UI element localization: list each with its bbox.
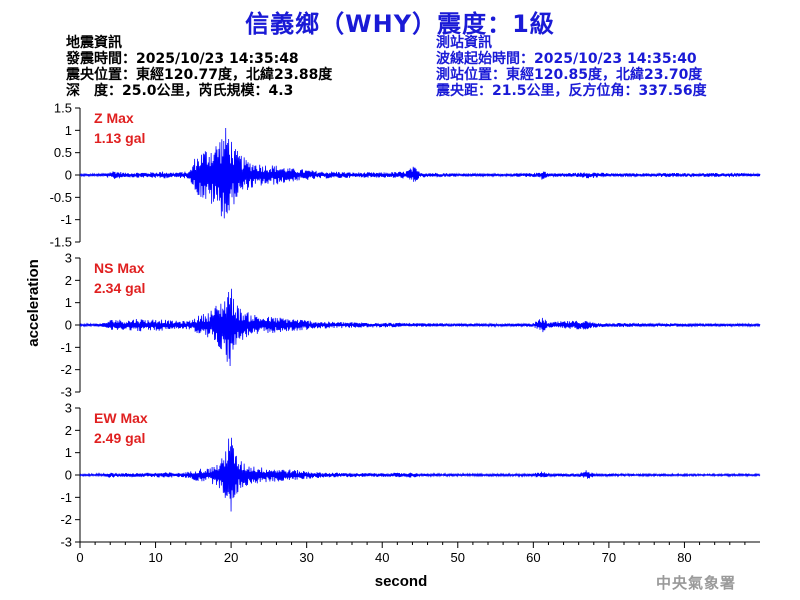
x-tick-label: 0 xyxy=(76,550,83,565)
y-tick-label: 0.5 xyxy=(54,145,72,160)
panel-1: 3 2 1 0 -1 -2 -3 NS Max 2.34 gal xyxy=(60,251,761,400)
y-tick-label: 2 xyxy=(65,273,72,288)
y-tick-label: 1.5 xyxy=(54,101,72,116)
panels-layer: 1.5 1 0.5 0 -0.5 -1 -1.5 Z Max 1.13 gal 3 2 1 0 -1 -2 -… xyxy=(50,101,761,550)
quake-origin-time: 發震時間：2025/10/23 14:35:48 xyxy=(66,51,299,67)
y-tick-label: -1 xyxy=(60,340,72,355)
y-tick-label: -3 xyxy=(60,385,72,400)
quake-epicenter: 震央位置：東經120.77度，北緯23.88度 xyxy=(66,67,333,83)
y-tick-label: 0 xyxy=(65,318,72,333)
panel-0: 1.5 1 0.5 0 -0.5 -1 -1.5 Z Max 1.13 gal xyxy=(50,101,761,250)
y-tick-label: 1 xyxy=(65,123,72,138)
y-tick-label: 3 xyxy=(65,401,72,416)
quake-info: 地震資訊 發震時間：2025/10/23 14:35:48 震央位置：東經120… xyxy=(66,35,332,99)
x-tick-label: 60 xyxy=(526,550,540,565)
quake-depth-magnitude: 深 度：25.0公里，芮氏規模：4.3 xyxy=(66,83,294,99)
y-tick-label: -3 xyxy=(60,535,72,550)
y-tick-label: -0.5 xyxy=(50,190,72,205)
x-tick-label: 10 xyxy=(148,550,162,565)
y-tick-label: -2 xyxy=(60,362,72,377)
x-tick-label: 20 xyxy=(224,550,238,565)
y-tick-label: 0 xyxy=(65,168,72,183)
panel-max-value: 2.34 gal xyxy=(94,280,145,296)
panel-max-value: 2.49 gal xyxy=(94,430,145,446)
x-tick-label: 50 xyxy=(451,550,465,565)
station-location: 測站位置：東經120.85度，北緯23.70度 xyxy=(436,67,703,83)
x-axis: 0 10 20 30 40 50 60 70 80 xyxy=(76,541,760,565)
station-wave-start: 波線起始時間：2025/10/23 14:35:40 xyxy=(436,51,697,67)
chart-title: 信義鄉（WHY）震度：1級 xyxy=(245,10,555,38)
y-tick-label: -1.5 xyxy=(50,235,72,250)
y-tick-label: 0 xyxy=(65,468,72,483)
quake-info-heading: 地震資訊 xyxy=(66,35,122,51)
y-axis-label: acceleration xyxy=(25,259,42,347)
y-tick-label: -2 xyxy=(60,512,72,527)
x-tick-label: 80 xyxy=(677,550,691,565)
waveform-trace xyxy=(79,127,761,219)
panel-max-value: 1.13 gal xyxy=(94,130,145,146)
y-tick-label: -1 xyxy=(60,212,72,227)
waveform-trace xyxy=(79,288,761,366)
x-tick-label: 70 xyxy=(602,550,616,565)
y-tick-label: -1 xyxy=(60,490,72,505)
y-tick-label: 1 xyxy=(65,445,72,460)
station-info-heading: 測站資訊 xyxy=(436,35,492,51)
panel-max-name: NS Max xyxy=(94,260,145,276)
station-info: 測站資訊 波線起始時間：2025/10/23 14:35:40 測站位置：東經1… xyxy=(436,35,707,99)
y-tick-label: 2 xyxy=(65,423,72,438)
waveform-trace xyxy=(79,437,761,512)
y-tick-label: 1 xyxy=(65,295,72,310)
panel-2: 3 2 1 0 -1 -2 -3 EW Max 2.49 gal xyxy=(60,401,761,550)
agency-watermark: 中央氣象署 xyxy=(656,574,737,592)
panel-max-name: EW Max xyxy=(94,410,148,426)
station-distance-azimuth: 震央距：21.5公里，反方位角：337.56度 xyxy=(436,83,707,99)
x-tick-label: 30 xyxy=(299,550,313,565)
x-axis-label: second xyxy=(375,573,428,590)
x-tick-label: 40 xyxy=(375,550,389,565)
y-tick-label: 3 xyxy=(65,251,72,266)
panel-max-name: Z Max xyxy=(94,110,134,126)
